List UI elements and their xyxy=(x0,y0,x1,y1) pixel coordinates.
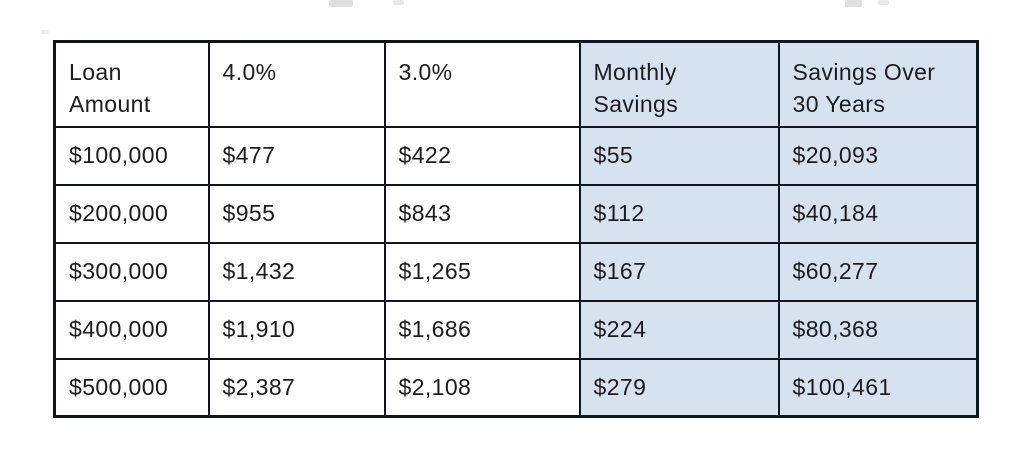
col-header-monthly-savings: Monthly Savings xyxy=(578,40,780,128)
cropped-text-remnant xyxy=(845,0,862,7)
cell-savings-30-years: $20,093 xyxy=(777,125,979,186)
cell-payment-4-percent: $1,432 xyxy=(207,241,386,302)
cell-monthly-savings: $279 xyxy=(578,357,780,418)
cell-monthly-savings: $55 xyxy=(578,125,780,186)
cell-payment-3-percent: $422 xyxy=(383,125,581,186)
col-header-rate-3-percent: 3.0% xyxy=(383,40,581,128)
cell-savings-30-years: $40,184 xyxy=(777,183,979,244)
col-header-loan-amount: Loan Amount xyxy=(53,40,210,128)
cropped-text-remnant xyxy=(329,0,353,7)
cell-monthly-savings: $167 xyxy=(578,241,780,302)
cell-loan-amount: $400,000 xyxy=(53,299,210,360)
table-row: $400,000 $1,910 $1,686 $224 $80,368 xyxy=(53,299,979,360)
cell-loan-amount: $500,000 xyxy=(53,357,210,418)
cell-payment-4-percent: $955 xyxy=(207,183,386,244)
cropped-text-remnant xyxy=(878,0,889,5)
cropped-text-remnant xyxy=(41,30,49,34)
col-header-savings-30-years: Savings Over 30 Years xyxy=(777,40,979,128)
cell-monthly-savings: $224 xyxy=(578,299,780,360)
cell-payment-3-percent: $1,686 xyxy=(383,299,581,360)
col-header-rate-4-percent: 4.0% xyxy=(207,40,386,128)
cell-payment-3-percent: $2,108 xyxy=(383,357,581,418)
table-row: $100,000 $477 $422 $55 $20,093 xyxy=(53,125,979,186)
loan-savings-table: Loan Amount 4.0% 3.0% Monthly Savings Sa… xyxy=(53,40,979,418)
savings-table-container: Loan Amount 4.0% 3.0% Monthly Savings Sa… xyxy=(53,40,979,418)
cell-monthly-savings: $112 xyxy=(578,183,780,244)
cropped-text-remnant xyxy=(393,0,404,5)
cell-loan-amount: $200,000 xyxy=(53,183,210,244)
cell-savings-30-years: $100,461 xyxy=(777,357,979,418)
table-row: $500,000 $2,387 $2,108 $279 $100,461 xyxy=(53,357,979,418)
cell-payment-4-percent: $2,387 xyxy=(207,357,386,418)
header-row: Loan Amount 4.0% 3.0% Monthly Savings Sa… xyxy=(53,40,979,128)
cell-savings-30-years: $80,368 xyxy=(777,299,979,360)
cell-payment-3-percent: $1,265 xyxy=(383,241,581,302)
cell-payment-4-percent: $477 xyxy=(207,125,386,186)
table-row: $200,000 $955 $843 $112 $40,184 xyxy=(53,183,979,244)
cell-loan-amount: $100,000 xyxy=(53,125,210,186)
table-row: $300,000 $1,432 $1,265 $167 $60,277 xyxy=(53,241,979,302)
cell-savings-30-years: $60,277 xyxy=(777,241,979,302)
cell-payment-3-percent: $843 xyxy=(383,183,581,244)
cell-payment-4-percent: $1,910 xyxy=(207,299,386,360)
cell-loan-amount: $300,000 xyxy=(53,241,210,302)
